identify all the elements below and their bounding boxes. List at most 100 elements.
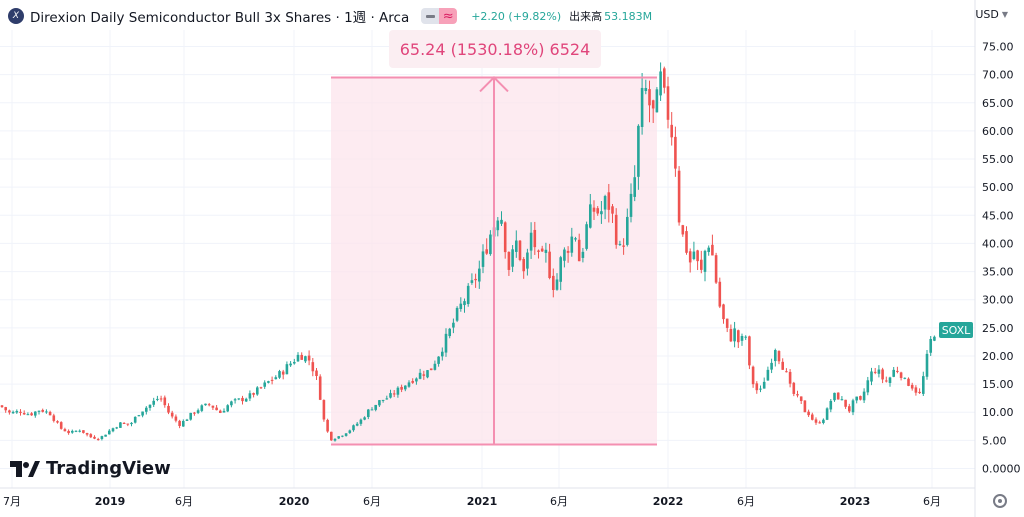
candle xyxy=(470,273,474,285)
candle-body xyxy=(137,415,141,417)
candle-body xyxy=(400,386,403,390)
candle-body xyxy=(796,394,799,396)
candle xyxy=(385,395,389,400)
candle xyxy=(537,249,540,259)
candle-body xyxy=(8,410,11,413)
candle-body xyxy=(256,387,259,395)
candle-body xyxy=(296,354,300,362)
candle-body xyxy=(700,259,703,270)
candle xyxy=(751,365,755,388)
candle xyxy=(363,416,366,421)
candle-body xyxy=(130,422,133,425)
candle-body xyxy=(640,87,644,128)
candle xyxy=(433,360,437,371)
candle xyxy=(788,369,792,388)
indicator-toggle-group[interactable]: ≈ xyxy=(421,8,458,24)
candle-body xyxy=(22,413,26,415)
time-tick-label: 7月 xyxy=(3,495,21,508)
candle-body xyxy=(526,252,529,269)
candle-body xyxy=(211,405,215,408)
gear-icon[interactable] xyxy=(993,494,1007,508)
candle xyxy=(799,396,803,405)
candle-body xyxy=(688,251,692,263)
candle-body xyxy=(807,411,810,416)
candle xyxy=(115,426,118,430)
candle-body xyxy=(515,240,518,252)
candle-body xyxy=(670,124,673,138)
candle-body xyxy=(448,328,451,337)
candle-body xyxy=(681,225,685,235)
candle xyxy=(618,240,622,247)
time-axis[interactable]: 7月 2019 6月 2020 6月 2021 6月 2022 6月 2023 6月 xyxy=(0,487,975,508)
candle-body xyxy=(555,279,559,290)
candle xyxy=(489,230,492,256)
candle-body xyxy=(692,251,696,259)
candle-body xyxy=(45,411,48,413)
candle xyxy=(130,422,133,427)
candle xyxy=(233,397,237,404)
approx-icon[interactable]: ≈ xyxy=(439,8,458,24)
candle xyxy=(304,355,307,364)
candle-body xyxy=(563,249,566,261)
candle-body xyxy=(367,409,370,418)
candle xyxy=(522,257,525,279)
candle-body xyxy=(777,351,781,362)
candle-body xyxy=(263,382,266,387)
candle-body xyxy=(344,433,348,436)
price-axis[interactable]: 75.00 70.00 65.00 60.00 55.00 50.00 45.00 40.00… xyxy=(974,0,1021,517)
candle xyxy=(518,239,522,262)
candle xyxy=(603,194,607,220)
candle-body xyxy=(666,86,670,120)
candle xyxy=(63,427,67,432)
soxl-logo-icon[interactable]: X xyxy=(8,8,24,24)
candle xyxy=(600,201,603,224)
candle-body xyxy=(215,407,218,411)
candle-body xyxy=(119,422,122,428)
candle xyxy=(285,361,289,375)
candle xyxy=(59,421,63,430)
price-tick-label: 35.00 xyxy=(982,266,1014,279)
candle xyxy=(163,395,167,408)
candle-body xyxy=(200,405,204,411)
tradingview-logo[interactable]: TradingView xyxy=(10,458,171,479)
candle xyxy=(185,418,189,421)
candle xyxy=(359,418,363,426)
candle xyxy=(137,414,141,417)
candle xyxy=(400,384,403,393)
candle-body xyxy=(100,436,104,439)
candle-body xyxy=(293,361,296,364)
candle xyxy=(404,385,407,392)
candle xyxy=(8,409,11,415)
candle xyxy=(422,370,426,380)
candle-body xyxy=(914,387,918,393)
candle-body xyxy=(104,434,107,437)
candle xyxy=(189,412,192,421)
candle-body xyxy=(725,318,729,328)
candle-body xyxy=(703,250,707,272)
minus-icon[interactable] xyxy=(421,8,440,24)
candle xyxy=(533,221,537,255)
candle-body xyxy=(163,397,167,406)
candle xyxy=(907,377,910,387)
candle-body xyxy=(881,369,884,380)
candle xyxy=(108,429,111,435)
candle-body xyxy=(411,381,414,383)
currency-select[interactable]: USD ▼ xyxy=(975,8,1008,21)
candle-body xyxy=(67,430,70,434)
candle xyxy=(204,403,207,406)
candle-body xyxy=(437,356,440,364)
candle xyxy=(196,408,200,415)
candle xyxy=(910,382,914,391)
candle xyxy=(337,436,340,440)
candle xyxy=(526,248,529,276)
candle xyxy=(714,252,718,284)
candle xyxy=(407,380,411,388)
symbol-title[interactable]: Direxion Daily Semiconductor Bull 3x Sha… xyxy=(30,10,410,26)
candle-body xyxy=(866,380,870,393)
candle-body xyxy=(355,423,359,426)
candle-body xyxy=(159,398,163,400)
candle xyxy=(71,429,74,434)
candle-body xyxy=(89,434,93,438)
measure-arrow-head xyxy=(479,76,509,93)
